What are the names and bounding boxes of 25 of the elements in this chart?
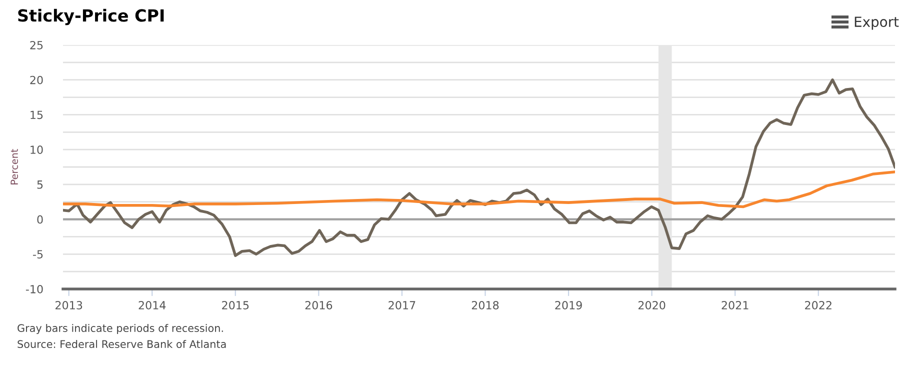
y-tick-label: 0: [37, 215, 43, 224]
y-axis-title: Percent: [10, 148, 18, 184]
text: Export: [854, 16, 899, 30]
chart-title: Sticky-Price CPI: [18, 8, 164, 26]
x-tick-label: 2017: [388, 301, 416, 310]
y-tick-label: -10: [26, 284, 43, 294]
x-tick-label: 2014: [138, 301, 166, 310]
y-tick-label: 5: [37, 180, 43, 189]
x-tick-label: 2018: [472, 301, 499, 310]
x-tick-label: 2022: [805, 301, 832, 310]
x-tick-label: 2016: [305, 301, 332, 310]
x-tick-label: 2019: [555, 301, 582, 310]
text: Gray bars indicate periods of recession.: [18, 324, 223, 334]
y-tick-label: 20: [30, 76, 43, 84]
y-tick-label: 10: [30, 146, 43, 154]
y-tick-label: -5: [33, 250, 43, 259]
y-tick-label: 25: [30, 40, 43, 50]
x-tick-label: 2020: [638, 301, 666, 310]
x-tick-label: 2013: [56, 301, 82, 310]
y-tick-label: 15: [30, 110, 43, 120]
x-tick-label: 2021: [722, 301, 748, 310]
source-note: Source: Federal Reserve Bank of Atlanta: [18, 340, 226, 348]
x-tick-label: 2015: [222, 301, 249, 310]
line-series: [63, 78, 895, 257]
line-series: [63, 170, 895, 208]
